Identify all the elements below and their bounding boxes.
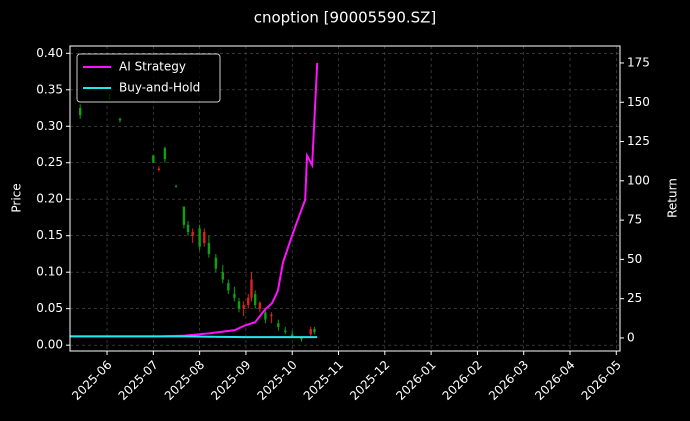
x-tick-label: 2025-09 xyxy=(208,358,253,403)
legend-box xyxy=(76,53,221,103)
y2-tick-label: 50 xyxy=(627,252,642,266)
y2-tick-label: 100 xyxy=(627,173,650,187)
candle-body xyxy=(207,243,211,254)
candle-body xyxy=(182,206,186,225)
candle-body xyxy=(277,323,280,327)
y2-tick-label: 175 xyxy=(627,55,650,69)
candle-body xyxy=(291,334,294,337)
legend-label: Buy-and-Hold xyxy=(119,81,200,95)
x-tick-label: 2025-06 xyxy=(69,358,114,403)
x-tick-label: 2026-04 xyxy=(532,358,577,403)
candle-body xyxy=(214,257,218,269)
x-tick-label: 2025-12 xyxy=(347,358,392,403)
y-tick-label: 0.10 xyxy=(36,265,63,279)
candle-body xyxy=(174,186,178,187)
series-line xyxy=(70,335,318,339)
candle-body xyxy=(157,168,161,171)
candle-body xyxy=(233,294,236,298)
chart-title: cnoption [90005590.SZ] xyxy=(254,9,437,27)
candle-body xyxy=(300,337,303,340)
candle-body xyxy=(264,312,267,320)
y2-tick-label: 125 xyxy=(627,134,650,148)
candle-body xyxy=(203,232,206,244)
x-tick-label: 2026-03 xyxy=(486,358,531,403)
legend-label: AI Strategy xyxy=(119,60,186,74)
y-axis-label: Price xyxy=(10,183,24,212)
y-tick-label: 0.40 xyxy=(36,46,63,60)
candle-body xyxy=(227,283,230,291)
candle-body xyxy=(118,118,122,121)
y-tick-label: 0.30 xyxy=(36,119,63,133)
y-tick-label: 0.20 xyxy=(36,192,63,206)
candle-body xyxy=(163,148,167,160)
x-tick-label: 2026-02 xyxy=(440,358,485,403)
candle-body xyxy=(242,305,245,309)
x-tick-label: 2026-05 xyxy=(579,358,624,403)
candle-body xyxy=(250,279,253,298)
candle-body xyxy=(78,108,82,116)
candle-body xyxy=(258,302,262,309)
x-tick-label: 2025-10 xyxy=(254,358,299,403)
y2-tick-label: 150 xyxy=(627,95,650,109)
y-tick-label: 0.15 xyxy=(36,228,63,242)
candle-body xyxy=(253,294,257,306)
y-tick-label: 0.00 xyxy=(36,338,63,352)
candle-body xyxy=(237,301,241,309)
candle-body xyxy=(198,228,201,247)
candle-body xyxy=(152,155,155,163)
plot-frame xyxy=(69,45,621,352)
series-line xyxy=(70,62,319,338)
candle-body xyxy=(247,297,250,306)
x-tick-label: 2025-07 xyxy=(116,358,161,403)
y2-axis-label: Return xyxy=(666,178,680,218)
x-tick-label: 2025-11 xyxy=(301,358,346,403)
y2-tick-label: 25 xyxy=(627,291,642,305)
candle-body xyxy=(191,232,194,236)
y-tick-label: 0.05 xyxy=(36,301,63,315)
candle-body xyxy=(284,330,287,333)
candle-body xyxy=(186,224,190,233)
x-tick-label: 2026-01 xyxy=(393,358,438,403)
candle-body xyxy=(221,272,224,280)
x-tick-label: 2025-08 xyxy=(162,358,207,403)
y2-tick-label: 0 xyxy=(627,330,635,344)
candle-body xyxy=(270,314,273,316)
candle-body xyxy=(313,329,316,333)
y2-tick-label: 75 xyxy=(627,213,642,227)
y-tick-label: 0.35 xyxy=(36,82,63,96)
candle-body xyxy=(309,329,312,335)
y-tick-label: 0.25 xyxy=(36,155,63,169)
